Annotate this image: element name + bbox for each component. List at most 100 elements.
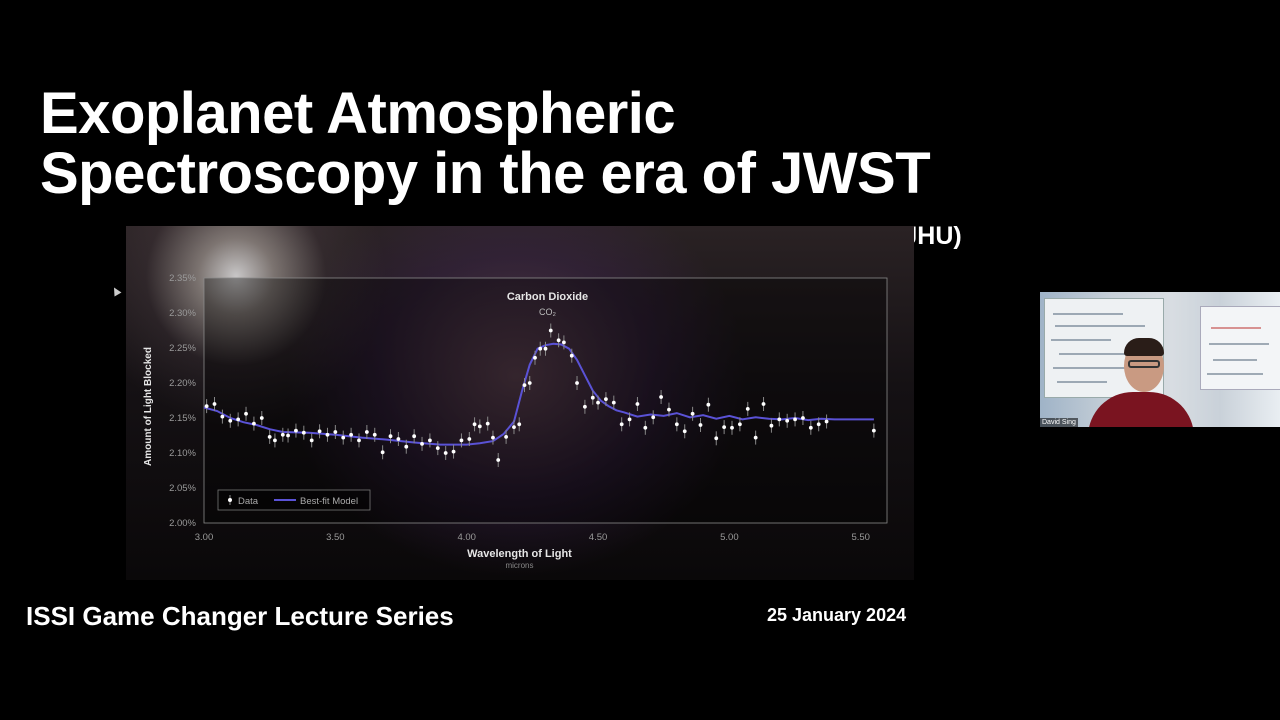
annotation-subtitle: CO₂: [539, 307, 557, 317]
data-point: [404, 444, 409, 449]
slide-title: Exoplanet Atmospheric Spectroscopy in th…: [40, 81, 931, 206]
data-point: [816, 422, 821, 427]
y-tick-label: 2.00%: [169, 518, 196, 529]
lecture-series: ISSI Game Changer Lecture Series: [26, 601, 454, 631]
y-tick-label: 2.15%: [169, 413, 196, 424]
data-point: [420, 442, 424, 446]
data-point: [793, 417, 797, 422]
y-tick-label: 2.20%: [169, 378, 196, 389]
data-point: [380, 450, 385, 455]
data-point: [871, 428, 876, 433]
data-point: [341, 435, 346, 440]
data-point: [357, 438, 361, 443]
data-point: [273, 438, 277, 443]
data-point: [761, 402, 766, 406]
data-point: [753, 435, 758, 440]
data-point: [824, 419, 829, 424]
data-point: [412, 434, 417, 439]
x-tick-label: 4.00: [457, 532, 476, 543]
data-point: [517, 422, 522, 427]
data-point: [533, 355, 537, 360]
data-point: [212, 402, 217, 406]
title-line-2: Spectroscopy in the era of JWST: [40, 141, 931, 206]
y-tick-label: 2.10%: [169, 448, 196, 459]
data-point: [317, 429, 322, 434]
glasses-icon: [1128, 360, 1160, 368]
data-point: [467, 437, 472, 441]
x-tick-label: 3.00: [195, 532, 214, 543]
data-point: [491, 435, 495, 440]
data-point: [627, 417, 632, 422]
data-point: [349, 432, 354, 437]
legend-data-label: Data: [238, 496, 259, 507]
data-point: [714, 436, 719, 441]
data-point: [325, 432, 330, 437]
data-point: [611, 400, 616, 405]
y-tick-label: 2.30%: [169, 308, 196, 319]
y-tick-label: 2.25%: [169, 343, 196, 354]
legend-model-label: Best-fit Model: [300, 496, 358, 507]
data-point: [485, 421, 490, 426]
data-point: [674, 422, 679, 427]
data-point: [722, 425, 727, 429]
data-point: [496, 458, 501, 462]
x-tick-label: 5.50: [851, 532, 870, 543]
data-point: [372, 432, 377, 437]
data-point: [204, 404, 209, 408]
data-point: [220, 414, 225, 419]
data-point: [569, 353, 574, 358]
title-line-1: Exoplanet Atmospheric: [40, 81, 676, 146]
x-axis-unit: microns: [505, 561, 533, 570]
x-tick-label: 4.50: [589, 532, 608, 543]
data-point: [745, 407, 750, 411]
spectrum-chart: 2.00% 2.05% 2.10% 2.15% 2.20% 2.25% 2.30% 2.35%…: [143, 273, 888, 570]
data-point: [443, 451, 448, 455]
data-point: [309, 438, 314, 443]
data-point: [543, 346, 548, 351]
speaker-video-tile[interactable]: David Sing: [1040, 292, 1280, 427]
x-axis-label: Wavelength of Light: [467, 548, 572, 560]
y-tick-label: 2.05%: [169, 483, 196, 494]
data-point: [388, 434, 393, 439]
data-point: [259, 416, 264, 420]
data-point: [477, 424, 482, 429]
data-point: [396, 437, 401, 441]
data-point: [280, 432, 285, 437]
data-point: [801, 416, 805, 420]
data-point: [575, 381, 579, 385]
legend-data-marker: [228, 498, 232, 502]
data-point: [785, 418, 790, 423]
spectrum-figure: 2.00% 2.05% 2.10% 2.15% 2.20% 2.25% 2.30% 2.35%…: [126, 226, 914, 580]
data-point: [769, 423, 774, 428]
data-point: [512, 425, 516, 429]
data-point: [451, 449, 456, 454]
data-point: [364, 430, 369, 434]
data-point: [244, 411, 248, 416]
data-point: [808, 425, 813, 430]
participant-name-label: David Sing: [1040, 418, 1078, 427]
whiteboard-right: [1200, 306, 1280, 390]
data-point: [596, 400, 600, 405]
data-point: [583, 404, 587, 409]
data-point: [706, 402, 711, 407]
data-point: [635, 402, 640, 406]
data-point: [228, 418, 233, 423]
data-point: [604, 397, 608, 401]
data-point: [667, 407, 671, 412]
data-point: [777, 417, 782, 422]
speaker-hair: [1124, 338, 1164, 356]
data-point: [252, 421, 256, 426]
mouse-cursor-icon: [110, 285, 122, 297]
data-point: [548, 328, 553, 333]
data-point: [267, 435, 272, 439]
x-tick-label: 5.00: [720, 532, 739, 543]
data-point: [472, 422, 477, 427]
lecture-date: 25 January 2024: [767, 605, 907, 625]
data-point: [659, 395, 663, 399]
data-point: [459, 438, 464, 443]
data-point: [333, 430, 338, 434]
data-point: [682, 429, 687, 434]
data-point: [504, 435, 508, 439]
data-point: [538, 346, 543, 351]
data-point: [556, 338, 561, 343]
